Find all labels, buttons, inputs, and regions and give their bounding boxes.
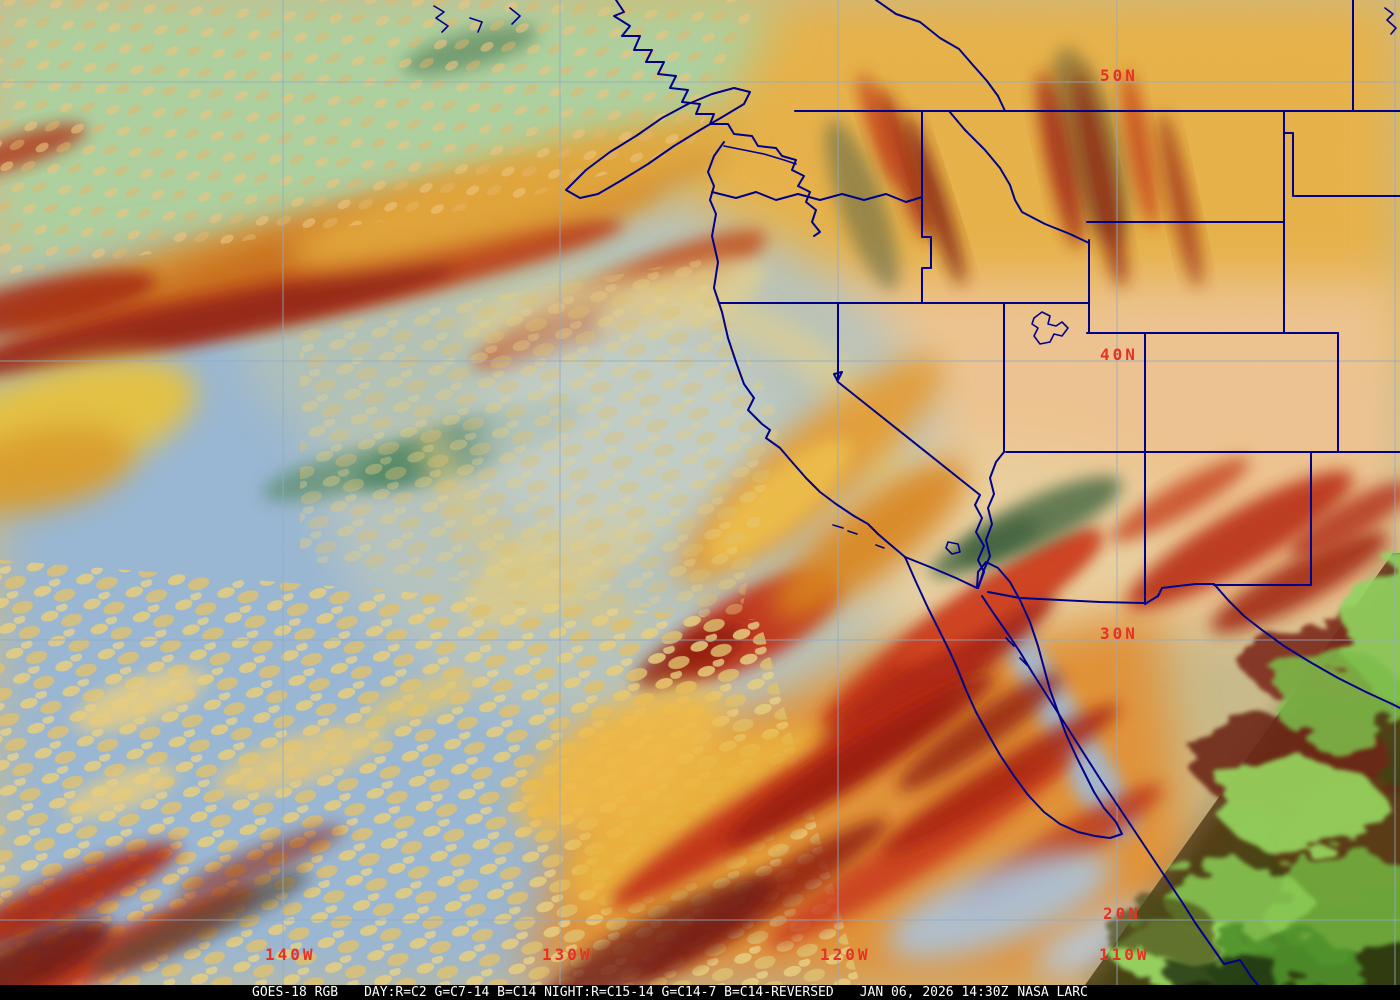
caption-recipe: DAY:R=C2 G=C7-14 B=C14 NIGHT:R=C15-14 G=… <box>364 985 834 1000</box>
caption-datetime: JAN 06, 2026 14:30Z <box>859 985 1009 1000</box>
caption-product: GOES-18 RGB <box>252 985 339 1000</box>
caption-bar: GOES-18 RGB DAY:R=C2 G=C7-14 B=C14 NIGHT:… <box>0 985 1400 1000</box>
caption-credit: NASA LARC <box>1017 985 1088 1000</box>
